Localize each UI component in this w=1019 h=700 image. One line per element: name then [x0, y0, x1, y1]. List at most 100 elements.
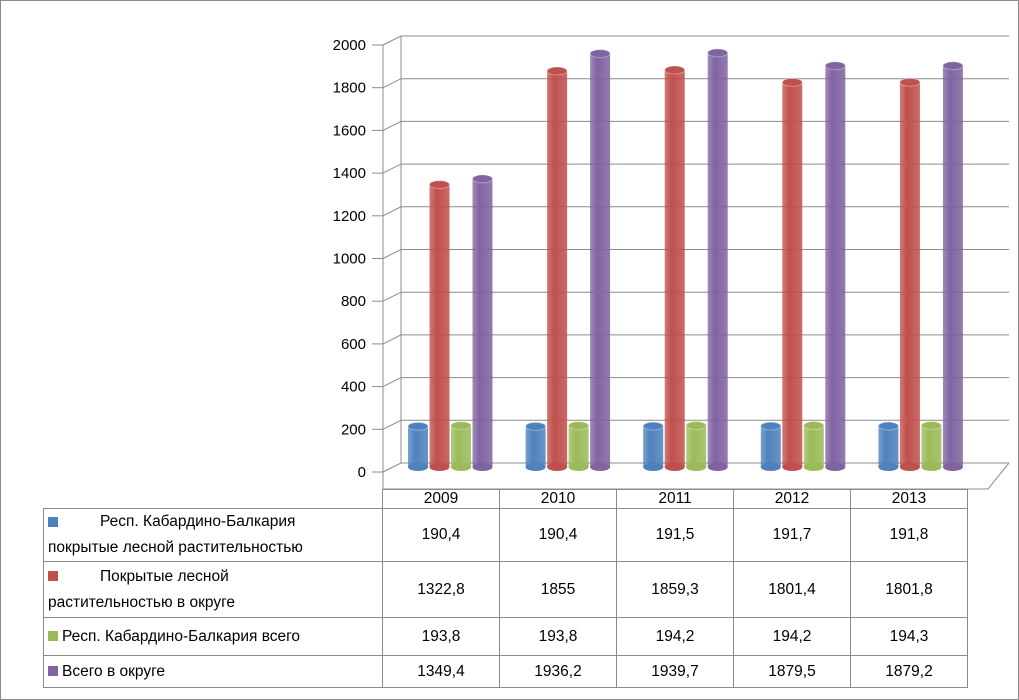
bar-base: [408, 463, 428, 471]
legend-entry: Респ. Кабардино-Балкария всего: [43, 617, 383, 656]
data-value: 1855: [499, 561, 617, 618]
bar-Всего-в-окру-2013: [942, 65, 963, 467]
y-tick-label: 400: [341, 379, 366, 396]
bar-Респ.-Кабард-2012: [803, 425, 824, 467]
bar-base: [547, 463, 568, 471]
bar-base: [707, 463, 728, 471]
bar-top: [429, 180, 450, 190]
y-tick-label: 0: [358, 464, 366, 481]
bar-top: [899, 77, 921, 87]
data-value: 1939,7: [616, 655, 734, 688]
bar-top: [642, 421, 664, 431]
bar-Покрытые-лес-2012: [782, 82, 803, 468]
bar-base: [472, 463, 493, 471]
bar-top: [589, 49, 611, 59]
bar-top: [781, 77, 803, 87]
bar-top: [685, 421, 707, 431]
x-tick-label: 2012: [733, 489, 851, 509]
data-value: 191,7: [733, 508, 851, 562]
data-value: 190,4: [382, 508, 500, 562]
bar-base: [878, 463, 899, 471]
gridline: [382, 291, 1009, 302]
bar-base: [921, 463, 942, 471]
y-tick-label: 800: [341, 293, 366, 310]
bar-base: [803, 463, 824, 471]
table-corner: [43, 489, 383, 509]
data-value: 1859,3: [616, 561, 734, 618]
x-tick-label: 2009: [382, 489, 500, 509]
bar-top: [664, 65, 686, 75]
gridline: [382, 419, 1009, 430]
data-table: 2009 2010 2011 2012 2013 Респ. Кабардино-Балк…: [43, 489, 968, 688]
bar-base: [664, 463, 685, 471]
bar-top: [942, 61, 964, 71]
legend-label: Респ. Кабардино-Балкария: [100, 513, 296, 530]
gridline: [382, 35, 1009, 46]
gridline: [382, 163, 1009, 174]
y-tick-label: 1800: [333, 80, 366, 97]
legend-swatch: [48, 516, 58, 527]
data-value: 1936,2: [499, 655, 617, 688]
data-value: 1801,4: [733, 561, 851, 618]
bar-top: [568, 421, 590, 431]
bar-Респ.-Кабард-2010: [568, 425, 589, 467]
legend-label: покрытые лесной растительностью: [48, 539, 303, 556]
gridline: [382, 377, 1009, 388]
data-value: 193,8: [382, 617, 500, 656]
bar-base: [942, 463, 963, 471]
bar-Всего-в-окру-2012: [825, 65, 846, 468]
data-value: 1322,8: [382, 561, 500, 618]
bar-base: [590, 463, 611, 471]
bar-base: [899, 463, 920, 471]
legend-swatch: [48, 571, 58, 582]
bar-Покрытые-лес-2011: [664, 70, 685, 467]
data-value: 194,3: [850, 617, 968, 656]
data-value: 1801,8: [850, 561, 968, 618]
legend-entry: Всего в округе: [43, 655, 383, 688]
y-tick-label: 1600: [333, 122, 366, 139]
bar-base: [451, 463, 471, 471]
bar-Всего-в-окру-2010: [590, 53, 611, 467]
data-value: 194,2: [733, 617, 851, 656]
x-tick-label: 2011: [616, 489, 734, 509]
gridline: [382, 120, 1009, 131]
gridline: [382, 206, 1009, 217]
bar-top: [472, 174, 493, 184]
bar-top: [877, 421, 899, 431]
bar-Респ.-Кабард-2011: [686, 425, 707, 467]
bar-base: [760, 463, 781, 471]
y-tick-label: 200: [341, 421, 366, 438]
bar-Респ.-Кабард-2013: [878, 426, 899, 467]
bar-Респ.-Кабард-2010: [525, 426, 546, 467]
legend-entry: Респ. Кабардино-Балкария покрытые лесной …: [43, 508, 383, 562]
gridline: [382, 78, 1009, 89]
bar-top: [920, 421, 942, 431]
data-value: 191,5: [616, 508, 734, 562]
x-tick-label: 2013: [850, 489, 968, 509]
gridline: [382, 334, 1009, 345]
bar-top: [760, 421, 782, 431]
legend-swatch: [48, 631, 58, 642]
bar-top: [546, 66, 568, 76]
data-value: 193,8: [499, 617, 617, 656]
bar-Покрытые-лес-2009: [429, 184, 450, 467]
legend-label: Респ. Кабардино-Балкария всего: [62, 627, 301, 645]
bar-Респ.-Кабард-2013: [921, 425, 942, 467]
bar-Респ.-Кабард-2011: [643, 426, 664, 467]
data-value: 191,8: [850, 508, 968, 562]
data-value: 190,4: [499, 508, 617, 562]
bar-base: [782, 463, 803, 471]
bar-Покрытые-лес-2010: [547, 70, 568, 468]
legend-label: Всего в округе: [62, 662, 166, 680]
bar-Респ.-Кабард-2009: [451, 425, 471, 467]
bar-Всего-в-окру-2011: [707, 52, 728, 467]
y-tick-label: 1400: [333, 165, 366, 182]
bar-Всего-в-окру-2009: [472, 178, 493, 467]
bar-base: [429, 463, 450, 471]
legend-swatch: [48, 666, 58, 677]
bar-top: [803, 421, 825, 431]
bar-top: [824, 61, 846, 71]
legend-label: растительностью в округе: [48, 593, 236, 611]
